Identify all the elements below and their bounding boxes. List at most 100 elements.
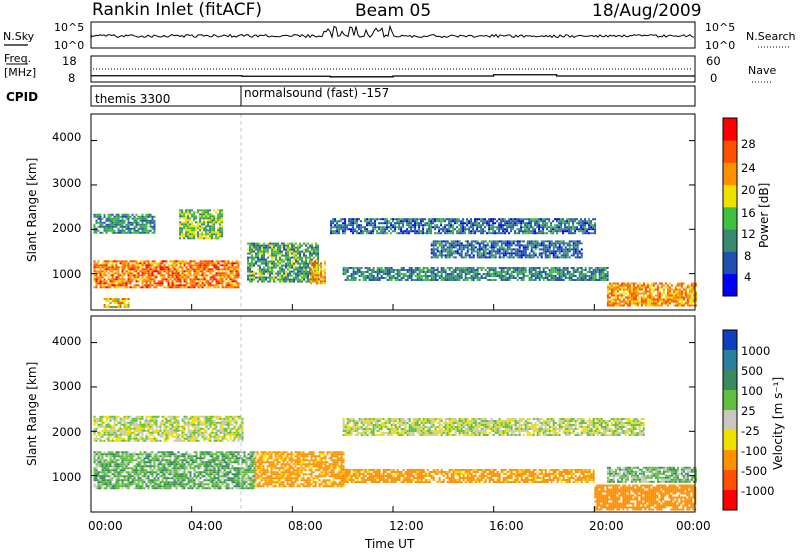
power-cell — [466, 228, 469, 231]
power-cell — [103, 266, 106, 269]
power-cell — [510, 228, 513, 231]
power-cell — [660, 298, 663, 301]
power-cell — [374, 220, 377, 223]
power-cell — [247, 276, 250, 279]
power-cell — [315, 282, 318, 285]
power-cell — [167, 278, 170, 281]
power-cell — [498, 272, 501, 275]
power-cell — [103, 264, 106, 267]
power-cell — [139, 270, 142, 273]
power-cell — [528, 266, 531, 269]
power-cell — [628, 298, 631, 301]
power-cell — [594, 266, 597, 269]
power-cell — [350, 274, 353, 277]
velocity-cell — [165, 435, 168, 438]
power-cell — [205, 286, 208, 289]
power-cell — [638, 286, 641, 289]
power-cell — [478, 226, 481, 229]
power-cell — [490, 220, 493, 223]
freq-strip: Freq. [MHz] 18 8 60 0 Nave — [4, 52, 776, 85]
power-cell — [223, 266, 226, 269]
power-cell — [293, 248, 296, 251]
power-cell — [181, 284, 184, 287]
power-cell — [642, 282, 645, 285]
power-cell — [586, 230, 589, 233]
power-cell — [458, 224, 461, 227]
power-cell — [562, 272, 565, 275]
power-cell — [560, 274, 563, 277]
power-cell — [566, 242, 569, 245]
power-cell — [133, 215, 136, 218]
velocity-cell — [127, 429, 130, 432]
power-cell — [572, 250, 575, 253]
power-cell — [530, 230, 533, 233]
power-cell — [135, 225, 138, 228]
power-cell — [131, 223, 134, 226]
power-cell — [394, 230, 397, 233]
power-cell — [464, 256, 467, 259]
power-cell — [199, 219, 202, 222]
power-cell — [119, 278, 122, 281]
power-cell — [303, 272, 306, 275]
velocity-cell — [157, 433, 160, 436]
power-cell — [247, 274, 250, 277]
power-cbar-tick-28: 28 — [741, 137, 756, 151]
power-cell — [430, 228, 433, 231]
power-cell — [225, 274, 228, 277]
power-cell — [209, 225, 212, 228]
power-cell — [508, 274, 511, 277]
power-cell — [315, 274, 318, 277]
power-cell — [249, 246, 252, 249]
power-cell — [542, 278, 545, 281]
power-cell — [221, 229, 224, 232]
power-cell — [400, 278, 403, 281]
power-cell — [261, 246, 264, 249]
power-cell — [382, 230, 385, 233]
power-cell — [171, 266, 174, 269]
power-cbar-swatch — [723, 207, 737, 230]
power-cell — [446, 250, 449, 253]
power-cell — [255, 256, 258, 259]
velocity-cell — [125, 427, 128, 430]
power-cell — [295, 256, 298, 259]
velocity-cell — [139, 419, 142, 422]
power-cell — [113, 215, 116, 218]
velocity-cell — [111, 433, 114, 436]
power-cell — [297, 266, 300, 269]
velocity-cell — [167, 433, 170, 436]
power-cell — [257, 272, 260, 275]
power-cell — [127, 215, 130, 218]
velocity-cell — [139, 431, 142, 434]
power-cell — [105, 298, 108, 301]
power-cell — [556, 232, 559, 235]
power-cell — [520, 220, 523, 223]
velocity-cell — [125, 439, 128, 442]
power-cell — [105, 227, 108, 230]
power-cell — [426, 266, 429, 269]
power-cell — [466, 220, 469, 223]
power-cell — [93, 213, 96, 216]
power-cell — [155, 270, 158, 273]
power-cell — [502, 276, 505, 279]
power-cell — [458, 242, 461, 245]
power-cell — [317, 248, 320, 251]
power-cell — [257, 254, 260, 257]
power-cell — [610, 302, 613, 305]
power-cell — [267, 266, 270, 269]
power-cell — [454, 250, 457, 253]
power-cell — [352, 222, 355, 225]
power-cell — [564, 250, 567, 253]
power-cell — [213, 225, 216, 228]
power-cell — [207, 223, 210, 226]
power-cell — [516, 228, 519, 231]
power-cell — [418, 274, 421, 277]
power-cell — [462, 232, 465, 235]
power-cell — [332, 220, 335, 223]
power-cell — [207, 282, 210, 285]
power-cell — [135, 270, 138, 273]
power-cell — [275, 258, 278, 261]
power-cell — [285, 256, 288, 259]
power-cell — [416, 224, 419, 227]
power-cell — [476, 266, 479, 269]
power-cell — [518, 268, 521, 271]
